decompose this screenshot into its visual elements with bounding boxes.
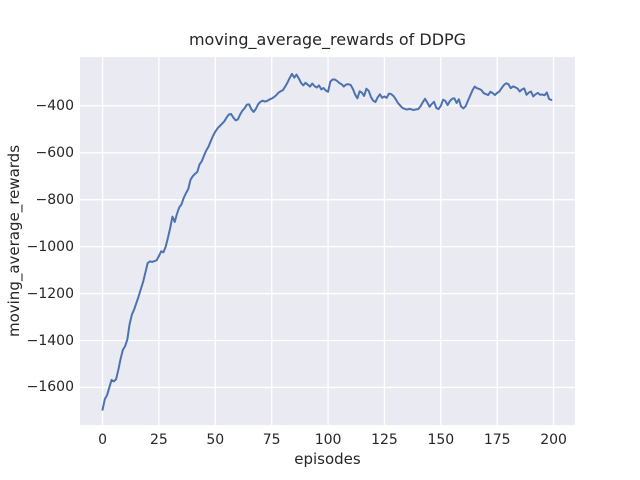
y-tick-label: −1200: [26, 285, 74, 302]
y-tick-label: −1400: [26, 332, 74, 349]
plot-area: [80, 57, 575, 425]
y-tick-label: −400: [35, 97, 74, 114]
x-tick-label: 175: [483, 432, 511, 448]
chart-title: moving_average_rewards of DDPG: [188, 30, 467, 49]
y-tick-label: −600: [35, 144, 74, 161]
x-tick-label: 0: [98, 432, 107, 448]
y-tick-label: −1600: [26, 379, 74, 396]
ddpg-reward-line: [101, 72, 553, 411]
x-tick-label: 75: [262, 432, 281, 448]
x-tick-label: 50: [206, 432, 225, 448]
x-tick-label: 150: [427, 432, 455, 448]
x-tick-label: 100: [314, 432, 342, 448]
x-tick-label: 200: [540, 432, 567, 448]
x-tick-label: 25: [150, 432, 168, 448]
y-tick-label: −800: [35, 191, 74, 208]
y-tick-label: −1000: [26, 238, 74, 255]
x-tick-label: 125: [371, 432, 398, 448]
x-axis-label: episodes: [294, 450, 361, 468]
line-chart-svg: [80, 57, 575, 425]
gridlines: [80, 57, 575, 425]
